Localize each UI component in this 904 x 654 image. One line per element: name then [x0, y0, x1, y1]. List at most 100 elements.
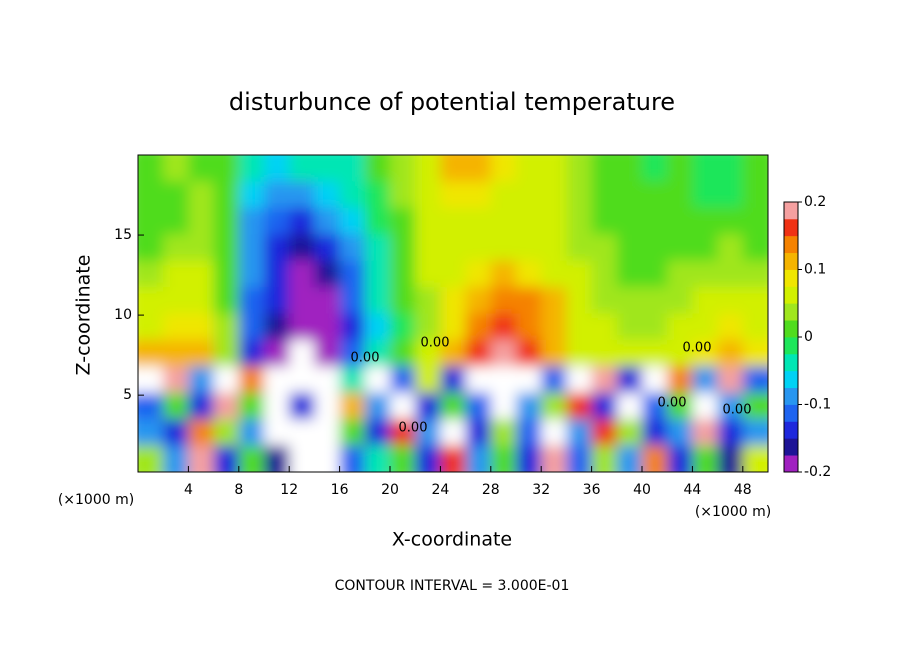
field-cell [616, 260, 643, 288]
field-cell [490, 419, 517, 447]
field-cell [692, 419, 719, 447]
field-cell [138, 445, 164, 472]
field-cell [465, 207, 492, 235]
field-cell [163, 234, 189, 262]
field-cell [440, 260, 467, 288]
field-cell [516, 234, 542, 262]
field-cell [138, 287, 164, 315]
field-cell [138, 366, 164, 394]
field-cell [213, 313, 240, 341]
field-cell [717, 366, 744, 394]
field-cell [566, 419, 593, 447]
field [138, 155, 768, 472]
field-cell [541, 419, 567, 447]
field-cell [566, 445, 593, 472]
field-cell [440, 445, 467, 472]
field-cell [717, 313, 744, 341]
field-cell [364, 392, 391, 420]
field-cell [667, 234, 693, 262]
field-cell [742, 313, 768, 341]
field-cell [667, 339, 693, 367]
y-tick-label: 15 [114, 227, 132, 243]
colorbar-swatch [784, 337, 798, 355]
field-cell [138, 260, 164, 288]
field-cell [188, 313, 215, 341]
x-tick-label: 28 [482, 482, 500, 498]
field-cell [289, 181, 315, 209]
x-tick-label: 16 [331, 482, 349, 498]
field-cell [717, 234, 744, 262]
field-cell [490, 313, 517, 341]
field-cell [642, 287, 668, 315]
field-cell [390, 313, 416, 341]
field-cell [667, 419, 693, 447]
field-cell [566, 155, 593, 183]
x-tick-label: 20 [381, 482, 399, 498]
field-cell [717, 181, 744, 209]
field-cell [516, 260, 542, 288]
field-area [138, 155, 768, 472]
field-cell [213, 287, 240, 315]
field-cell [490, 366, 517, 394]
field-cell [238, 392, 265, 420]
colorbar-swatch [784, 218, 798, 237]
field-cell [616, 287, 643, 315]
field-cell [390, 234, 416, 262]
colorbar-tick-label: -0.1 [804, 397, 831, 413]
field-cell [314, 419, 341, 447]
field-cell [516, 366, 542, 394]
field-cell [541, 366, 567, 394]
field-cell [490, 392, 517, 420]
field-cell [390, 392, 416, 420]
field-cell [465, 181, 492, 209]
field-cell [667, 366, 693, 394]
field-cell [642, 234, 668, 262]
field-cell [364, 155, 391, 183]
field-cell [541, 181, 567, 209]
field-cell [591, 260, 618, 288]
field-cell [415, 419, 441, 447]
field-cell [390, 419, 416, 447]
field-cell [717, 155, 744, 183]
field-cell [591, 234, 618, 262]
field-cell [390, 181, 416, 209]
field-cell [238, 234, 265, 262]
field-cell [213, 234, 240, 262]
field-cell [163, 207, 189, 235]
field-cell [364, 287, 391, 315]
field-cell [667, 313, 693, 341]
colorbar-swatch [784, 353, 798, 372]
field-cell [465, 287, 492, 315]
field-cell [238, 207, 265, 235]
field-cell [692, 287, 719, 315]
field-cell [188, 445, 215, 472]
field-cell [264, 419, 290, 447]
field-cell [566, 207, 593, 235]
field-cell [667, 155, 693, 183]
field-cell [516, 287, 542, 315]
field-cell [717, 419, 744, 447]
field-cell [188, 181, 215, 209]
field-cell [364, 313, 391, 341]
field-cell [465, 445, 492, 472]
field-cell [314, 445, 341, 472]
field-cell [692, 181, 719, 209]
field-cell [692, 339, 719, 367]
field-cell [339, 445, 366, 472]
field-cell [566, 287, 593, 315]
field-cell [415, 181, 441, 209]
field-cell [188, 392, 215, 420]
colorbar-tick-label: 0.2 [804, 194, 826, 210]
field-cell [314, 287, 341, 315]
field-cell [566, 366, 593, 394]
field-cell [264, 181, 290, 209]
field-cell [692, 234, 719, 262]
field-cell [490, 339, 517, 367]
field-cell [188, 366, 215, 394]
field-cell [642, 339, 668, 367]
field-cell [314, 366, 341, 394]
field-cell [591, 392, 618, 420]
field-cell [616, 339, 643, 367]
field-cell [163, 181, 189, 209]
field-cell [642, 181, 668, 209]
